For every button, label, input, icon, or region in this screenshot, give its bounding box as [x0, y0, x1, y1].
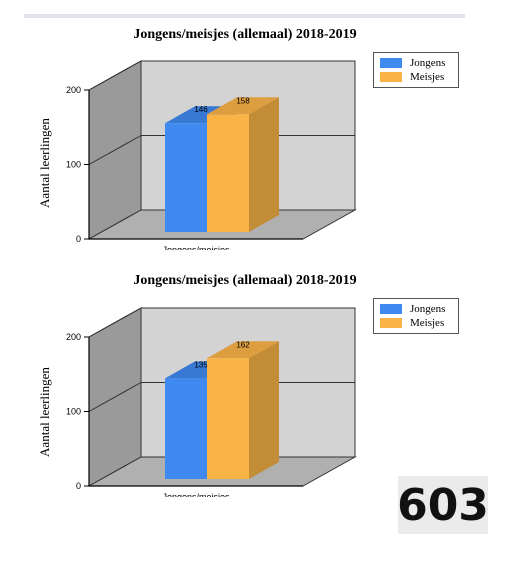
legend-swatch-meisjes	[380, 318, 402, 328]
chart-title: Jongens/meisjes (allemaal) 2018-2019	[133, 273, 357, 288]
top-divider	[24, 14, 465, 18]
chart-title: Jongens/meisjes (allemaal) 2018-2019	[133, 27, 357, 42]
bar-side	[249, 97, 279, 232]
gridline	[88, 307, 142, 338]
y-axis-label: Aantal leerlingen	[37, 367, 52, 457]
bar-side	[249, 341, 279, 479]
chart-1: Jongens/meisjes (allemaal) 2018-2019 0 10…	[0, 0, 529, 250]
data-label: 146	[194, 105, 208, 114]
legend-label-jongens: Jongens	[410, 57, 446, 69]
y-tick-label: 100	[66, 407, 81, 417]
legend: Jongens Meisjes	[373, 298, 459, 334]
legend-label-meisjes: Meisjes	[410, 317, 445, 329]
gridline	[88, 382, 142, 412]
count-badge: 603	[397, 476, 489, 534]
chart-plot: 0 100 200 135 162 Jongens/meisjes	[66, 307, 357, 497]
bar-meisjes	[207, 114, 249, 232]
bar-jongens	[165, 123, 207, 232]
legend: Jongens Meisjes	[373, 52, 459, 88]
legend-label-jongens: Jongens	[410, 303, 446, 315]
bar-meisjes	[207, 358, 249, 479]
y-tick-label: 200	[66, 85, 81, 95]
bar-top	[207, 97, 279, 115]
y-tick-label: 200	[66, 332, 81, 342]
chart-plot: 0 100 200 146 158 Jongens/meisjes	[66, 60, 357, 250]
chart-2: Jongens/meisjes (allemaal) 2018-2019 0 10…	[0, 247, 529, 497]
x-tick-label: Jongens/meisjes	[162, 245, 230, 250]
legend-label-meisjes: Meisjes	[410, 71, 445, 83]
data-label: 158	[236, 96, 250, 105]
y-axis-label: Aantal leerlingen	[37, 118, 52, 208]
y-tick-label: 0	[76, 481, 81, 491]
y-tick-label: 100	[66, 160, 81, 170]
y-tick-label: 0	[76, 234, 81, 244]
bar-jongens	[165, 378, 207, 479]
legend-swatch-meisjes	[380, 72, 402, 82]
bar-top	[207, 341, 279, 359]
gridline	[88, 135, 142, 165]
legend-swatch-jongens	[380, 58, 402, 68]
x-tick-label: Jongens/meisjes	[162, 492, 230, 497]
data-label: 135	[194, 360, 208, 369]
legend-swatch-jongens	[380, 304, 402, 314]
data-label: 162	[236, 340, 250, 349]
gridline	[88, 60, 142, 91]
